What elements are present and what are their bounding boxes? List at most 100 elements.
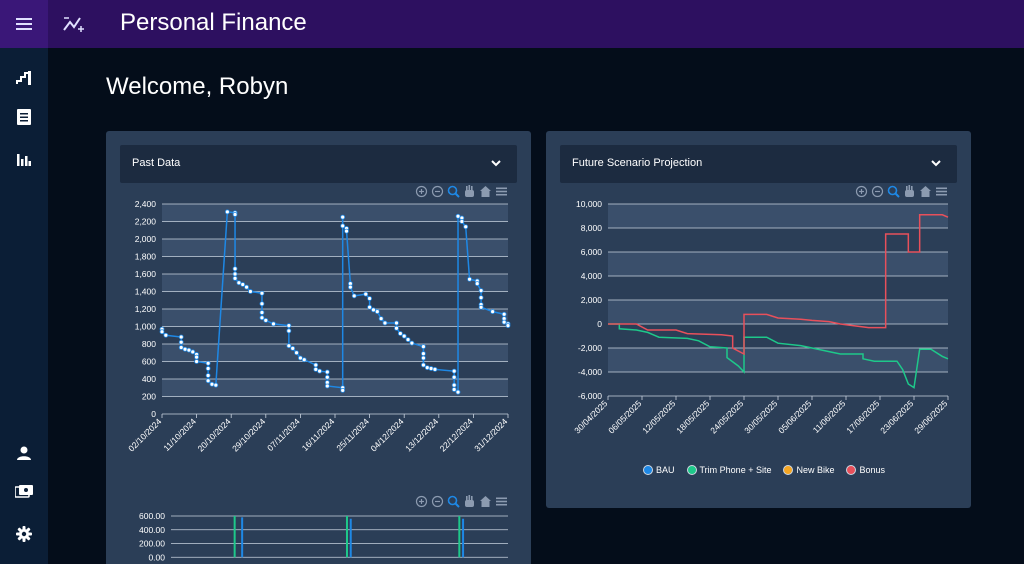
sidebar-item-money[interactable] <box>12 480 36 504</box>
y-tick-label: 1,000 <box>135 322 157 332</box>
past-data-title: Past Data <box>132 157 181 169</box>
bar <box>233 516 236 558</box>
x-tick-label: 30/05/2025 <box>742 398 779 435</box>
home-reset-icon[interactable] <box>919 185 932 198</box>
data-point <box>367 296 373 301</box>
y-tick-label: -6,000 <box>578 391 602 401</box>
legend-item[interactable]: New Bike <box>783 465 834 475</box>
legend-label: Bonus <box>859 465 886 475</box>
data-point <box>340 223 346 229</box>
data-point <box>421 344 426 350</box>
past-data-header[interactable]: Past Data <box>120 145 517 183</box>
data-point <box>224 209 230 215</box>
bar <box>349 518 352 558</box>
sidebar-item-settings[interactable] <box>12 522 36 546</box>
menu-icon <box>16 18 32 30</box>
y-tick-label: 600 <box>142 357 156 367</box>
data-point <box>286 323 292 329</box>
y-tick-label: 0.00 <box>148 552 165 562</box>
data-point <box>451 387 457 392</box>
chevron-down-icon[interactable] <box>929 156 943 170</box>
y-tick-label: 200 <box>142 392 156 402</box>
y-tick-label: 1,400 <box>135 287 157 297</box>
pan-hand-icon[interactable] <box>463 185 476 198</box>
legend-item[interactable]: BAU <box>643 465 675 475</box>
grid-band <box>162 204 508 222</box>
x-tick-label: 11/06/2025 <box>811 398 848 435</box>
grid-band <box>162 379 508 397</box>
data-point <box>317 368 323 374</box>
menu-button[interactable] <box>0 0 48 48</box>
bar <box>241 517 244 558</box>
sidebar-item-charts[interactable] <box>12 147 36 171</box>
x-tick-label: 02/10/2024 <box>126 416 163 453</box>
data-point <box>286 328 292 334</box>
data-point <box>474 281 480 287</box>
y-tick-label: 6,000 <box>581 247 603 257</box>
data-point <box>263 317 269 323</box>
menu-lines-icon[interactable] <box>935 185 948 198</box>
x-tick-label: 29/10/2024 <box>230 416 267 453</box>
zoom-select-icon[interactable] <box>887 185 900 198</box>
data-point <box>178 345 184 350</box>
sidebar-item-profile[interactable] <box>12 441 36 465</box>
sidebar-item-steps[interactable] <box>12 66 36 90</box>
data-point <box>478 295 484 301</box>
data-point <box>178 339 184 345</box>
x-tick-label: 20/10/2024 <box>195 416 232 453</box>
chart-toolbar <box>415 185 508 198</box>
future-scenario-title: Future Scenario Projection <box>572 157 703 169</box>
home-reset-icon[interactable] <box>479 495 492 508</box>
pan-hand-icon[interactable] <box>903 185 916 198</box>
data-point <box>401 333 407 339</box>
grid-band <box>162 274 508 292</box>
money-icon <box>15 485 33 498</box>
data-point <box>159 329 165 335</box>
data-point <box>259 301 265 307</box>
data-point <box>363 291 369 297</box>
data-point <box>382 320 388 326</box>
legend-item[interactable]: Bonus <box>846 465 885 475</box>
zoom-out-icon[interactable] <box>431 495 444 508</box>
app-title: Personal Finance <box>120 9 307 36</box>
x-tick-label: 12/05/2025 <box>640 398 677 435</box>
series-line-trim-phone-site <box>608 323 949 389</box>
menu-lines-icon[interactable] <box>495 185 508 198</box>
home-reset-icon[interactable] <box>479 185 492 198</box>
zoom-in-icon[interactable] <box>415 495 428 508</box>
y-tick-label: 4,000 <box>581 271 603 281</box>
bar <box>462 518 465 558</box>
menu-lines-icon[interactable] <box>495 495 508 508</box>
series-line-bonus <box>608 214 949 356</box>
data-point <box>378 316 384 322</box>
y-tick-label: 1,200 <box>135 304 157 314</box>
data-point <box>259 310 265 315</box>
zoom-select-icon[interactable] <box>447 495 460 508</box>
data-point <box>205 373 211 378</box>
sidebar-item-documents[interactable] <box>12 105 36 129</box>
data-point <box>490 309 496 315</box>
data-point <box>205 360 211 366</box>
chart-legend: BAU Trim Phone + Site New Bike Bonus <box>643 465 885 475</box>
future-projection-chart: -6,000 -4,000 -2,000 0 2,000 4,000 6,000 8,000 1… <box>572 199 949 435</box>
zoom-select-icon[interactable] <box>447 185 460 198</box>
pan-hand-icon[interactable] <box>463 495 476 508</box>
data-point <box>367 304 373 310</box>
zoom-in-icon[interactable] <box>855 185 868 198</box>
data-point <box>421 351 426 357</box>
chevron-down-icon[interactable] <box>489 156 503 170</box>
bar <box>345 516 348 558</box>
legend-item[interactable]: Trim Phone + Site <box>686 465 771 475</box>
data-point <box>351 293 357 299</box>
steps-icon <box>16 71 31 85</box>
future-scenario-header[interactable]: Future Scenario Projection <box>560 145 957 183</box>
y-tick-label: 0 <box>151 409 156 419</box>
zoom-out-icon[interactable] <box>871 185 884 198</box>
zoom-in-icon[interactable] <box>415 185 428 198</box>
zoom-out-icon[interactable] <box>431 185 444 198</box>
bar-chart-toolbar <box>415 495 508 508</box>
legend-marker <box>643 465 653 475</box>
data-point <box>182 346 188 352</box>
data-point <box>232 271 238 277</box>
